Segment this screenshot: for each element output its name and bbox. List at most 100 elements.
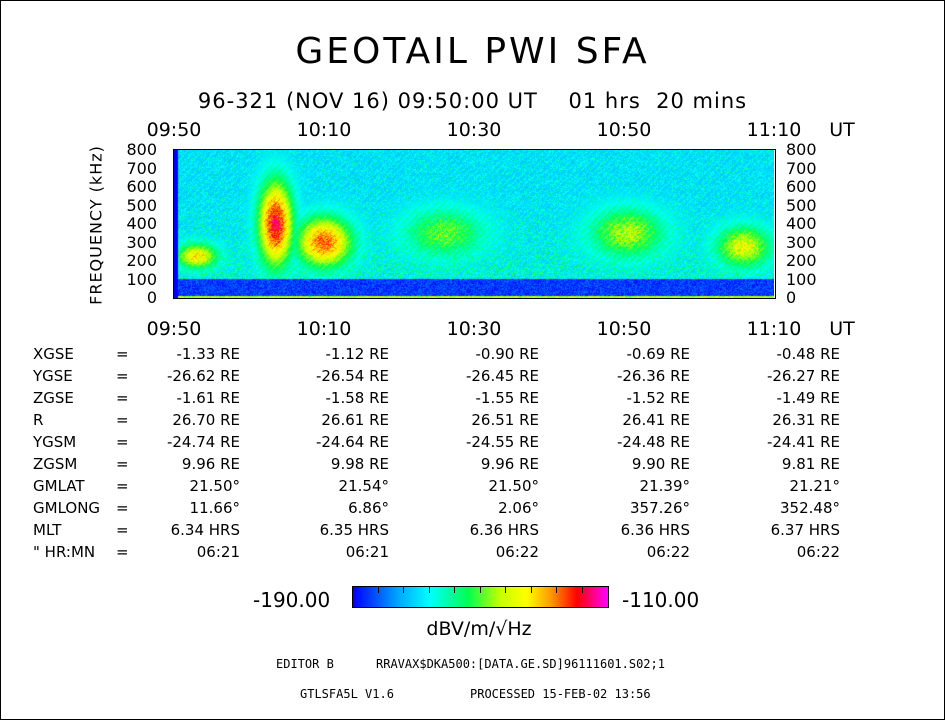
ephemeris-value: 9.81 RE	[781, 455, 840, 473]
colorbar-tick	[377, 587, 379, 593]
spectrogram-plot	[174, 150, 774, 298]
ephemeris-value: 06:22	[796, 543, 840, 561]
ephemeris-param-name: MLT	[33, 521, 62, 539]
y-tick-label-left: 400	[126, 214, 157, 233]
y-tick-label-left: 700	[126, 158, 157, 178]
y-tick-label-right: 300	[786, 232, 817, 252]
chart-subtitle: 96-321 (NOV 16) 09:50:00 UT 01 hrs 20 mi…	[197, 89, 748, 113]
colorbar-tick	[556, 587, 557, 593]
ephemeris-value: -1.58 RE	[325, 389, 389, 407]
top-axis-tick-label: 11:10	[746, 119, 802, 141]
footer-processed: PROCESSED 15-FEB-02 13:56	[470, 687, 651, 701]
ephemeris-value: 6.36 HRS	[620, 521, 690, 539]
colorbar-tick	[530, 587, 532, 593]
ephemeris-value: -26.54 RE	[315, 367, 389, 385]
colorbar	[352, 586, 609, 608]
ephemeris-equals: =	[116, 543, 129, 561]
ephemeris-value: 9.90 RE	[631, 455, 690, 473]
ephemeris-equals: =	[116, 521, 129, 539]
ephemeris-equals: =	[116, 345, 129, 363]
ephemeris-value: -24.41 RE	[766, 433, 840, 451]
ephemeris-value: -24.74 RE	[166, 433, 240, 451]
ephemeris-equals: =	[116, 455, 129, 473]
ephemeris-value: 21.21°	[789, 477, 840, 495]
y-tick-label-left: 800	[126, 140, 157, 159]
ephemeris-value: 21.50°	[488, 477, 539, 495]
y-tick-label-right: 400	[786, 214, 817, 233]
top-axis-unit-label: UT	[829, 119, 855, 141]
ephemeris-value: 06:22	[495, 543, 539, 561]
top-axis-tick-label: 10:30	[446, 119, 502, 141]
footer-editor: EDITOR B	[276, 657, 334, 671]
ephemeris-equals: =	[116, 367, 129, 385]
y-tick-label-right: 700	[786, 158, 817, 178]
y-tick-label-right: 200	[786, 251, 817, 270]
ephemeris-value: -0.69 RE	[626, 345, 690, 363]
ephemeris-param-name: R	[33, 411, 44, 429]
y-tick-label-left: 0	[146, 288, 157, 307]
ephemeris-value: -1.12 RE	[325, 345, 389, 363]
colorbar-tick	[454, 587, 455, 593]
ephemeris-equals: =	[116, 477, 129, 495]
chart-title: GEOTAIL PWI SFA	[295, 31, 650, 72]
top-axis-tick-label: 09:50	[146, 119, 202, 141]
colorbar-unit: dBV/m/√Hz	[426, 618, 532, 640]
ephemeris-param-name: YGSE	[33, 367, 73, 385]
top-axis-tick-label: 10:50	[596, 119, 652, 141]
ephemeris-value: -1.55 RE	[475, 389, 539, 407]
bottom-axis-tick-label: 11:10	[746, 318, 802, 340]
ephemeris-value: -26.27 RE	[766, 367, 840, 385]
y-tick-label-right: 600	[786, 177, 817, 196]
ephemeris-value: -24.48 RE	[616, 433, 690, 451]
ephemeris-param-name: YGSM	[33, 433, 77, 451]
ephemeris-param-name: XGSE	[33, 345, 74, 363]
ephemeris-equals: =	[116, 499, 129, 517]
ephemeris-value: 6.37 HRS	[770, 521, 840, 539]
ephemeris-param-name: ZGSM	[33, 455, 78, 473]
ephemeris-value: 6.36 HRS	[469, 521, 539, 539]
ephemeris-value: -1.49 RE	[776, 389, 840, 407]
ephemeris-value: -1.61 RE	[176, 389, 240, 407]
ephemeris-value: 26.61 RE	[321, 411, 389, 429]
colorbar-tick	[581, 587, 583, 593]
ephemeris-value: 21.54°	[338, 477, 389, 495]
y-tick-label-left: 500	[126, 195, 157, 215]
y-tick-label-left: 600	[126, 177, 157, 196]
bottom-axis-tick-label: 10:10	[296, 318, 352, 340]
ephemeris-value: -0.90 RE	[475, 345, 539, 363]
colorbar-tick	[479, 587, 481, 593]
y-tick-label-left: 300	[126, 232, 157, 252]
ephemeris-value: 9.98 RE	[330, 455, 389, 473]
colorbar-max-label: -110.00	[622, 588, 700, 612]
ephemeris-value: -26.36 RE	[616, 367, 690, 385]
bottom-axis-tick-label: 09:50	[146, 318, 202, 340]
ephemeris-value: -24.64 RE	[315, 433, 389, 451]
ephemeris-value: -26.45 RE	[465, 367, 539, 385]
ephemeris-value: 26.51 RE	[471, 411, 539, 429]
bottom-axis-tick-label: 10:30	[446, 318, 502, 340]
colorbar-tick	[505, 587, 506, 593]
ephemeris-value: 6.86°	[348, 499, 389, 517]
y-tick-label-left: 200	[126, 251, 157, 270]
ephemeris-value: 11.66°	[189, 499, 240, 517]
y-axis-label: FREQUENCY (kHz)	[86, 145, 106, 305]
ephemeris-value: 06:21	[345, 543, 389, 561]
colorbar-min-label: -190.00	[253, 588, 331, 612]
ephemeris-value: 26.70 RE	[172, 411, 240, 429]
ephemeris-param-name: ZGSE	[33, 389, 74, 407]
ephemeris-value: -1.52 RE	[626, 389, 690, 407]
bottom-axis-unit-label: UT	[829, 318, 855, 340]
ephemeris-value: 2.06°	[498, 499, 539, 517]
y-tick-label-right: 500	[786, 195, 817, 215]
ephemeris-equals: =	[116, 389, 129, 407]
y-tick-label-left: 100	[126, 269, 157, 289]
y-tick-label-right: 800	[786, 140, 817, 159]
ephemeris-value: 06:21	[196, 543, 240, 561]
ephemeris-equals: =	[116, 411, 129, 429]
ephemeris-param-name: GMLONG	[33, 499, 101, 517]
ephemeris-value: 21.50°	[189, 477, 240, 495]
ephemeris-value: 26.31 RE	[772, 411, 840, 429]
ephemeris-value: 352.48°	[780, 499, 840, 517]
ephemeris-value: 357.26°	[630, 499, 690, 517]
y-tick-label-right: 0	[786, 288, 797, 307]
